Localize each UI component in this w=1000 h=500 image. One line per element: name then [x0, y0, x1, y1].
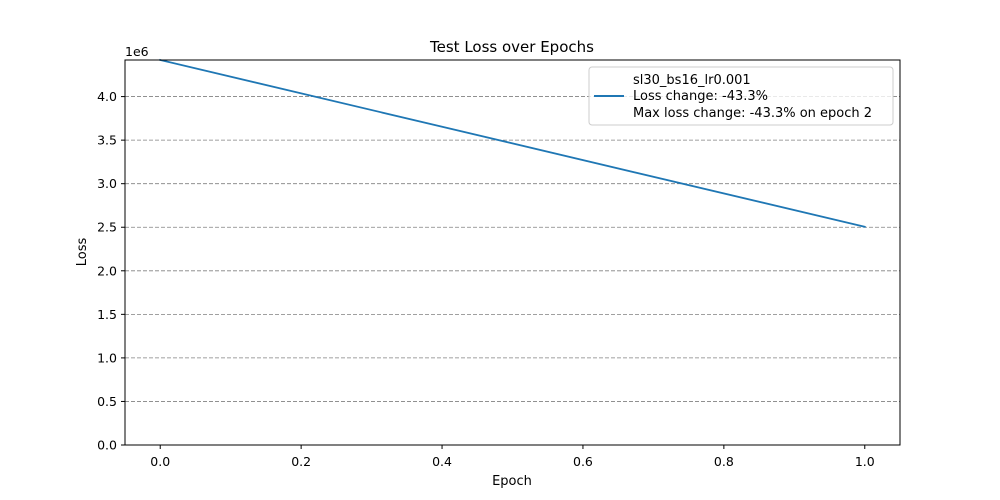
legend-title: sl30_bs16_lr0.001	[633, 73, 751, 88]
loss-series-line	[159, 58, 866, 228]
series-layer	[159, 58, 866, 228]
y-tick-label: 2.0	[97, 263, 117, 278]
legend-loss-change: Loss change: -43.3%	[633, 89, 768, 104]
x-tick-label: 1.0	[855, 454, 875, 469]
x-tick-label: 0.8	[714, 454, 734, 469]
y-tick-label: 0.0	[97, 438, 117, 453]
y-tick-label: 1.0	[97, 350, 117, 365]
chart-title: Test Loss over Epochs	[429, 38, 594, 56]
x-tick-label: 0.2	[291, 454, 311, 469]
y-tick-label: 3.5	[97, 133, 117, 148]
x-tick-label: 0.0	[150, 454, 170, 469]
x-tick-label: 0.4	[432, 454, 452, 469]
x-axis-ticks: 0.0 0.2 0.4 0.6 0.8 1.0	[150, 445, 875, 469]
legend: sl30_bs16_lr0.001 Loss change: -43.3% Ma…	[588, 66, 894, 126]
y-tick-label: 0.5	[97, 394, 117, 409]
legend-box	[588, 66, 894, 126]
grid-lines	[125, 96, 900, 402]
y-tick-label: 1.5	[97, 307, 117, 322]
y-tick-label: 4.0	[97, 89, 117, 104]
y-axis-offset-text: 1e6	[125, 44, 149, 59]
legend-max-loss-change: Max loss change: -43.3% on epoch 2	[633, 106, 872, 121]
y-axis-label: Loss	[75, 238, 90, 267]
y-tick-label: 2.5	[97, 220, 117, 235]
y-axis-ticks: 0.0 0.5 1.0 1.5 2.0 2.5 3.0 3.5 4.0	[97, 89, 125, 453]
plot-frame	[124, 59, 901, 446]
y-tick-label: 3.0	[97, 176, 117, 191]
x-axis-label: Epoch	[492, 474, 532, 489]
x-tick-label: 0.6	[573, 454, 593, 469]
